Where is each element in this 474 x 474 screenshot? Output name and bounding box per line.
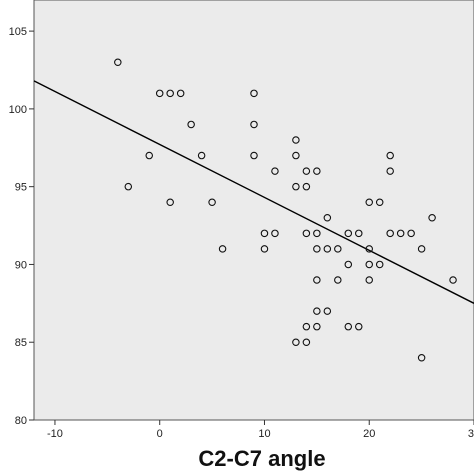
data-point	[208, 198, 216, 206]
data-point	[313, 322, 321, 331]
data-point	[302, 229, 311, 238]
data-point	[386, 229, 394, 238]
data-point	[365, 276, 373, 284]
x-axis-title: C2-C7 angle	[198, 446, 325, 471]
data-point	[313, 167, 321, 175]
y-axis: 80 85 90 95 100 105	[9, 26, 34, 427]
data-point	[176, 89, 185, 98]
data-point	[344, 322, 353, 331]
data-point	[145, 151, 153, 160]
data-point	[407, 229, 415, 238]
data-point	[428, 214, 436, 222]
data-point	[114, 58, 122, 66]
data-point	[250, 120, 258, 129]
data-point	[250, 89, 258, 98]
data-point	[334, 245, 342, 253]
y-tick-label: 100	[9, 104, 27, 116]
data-point	[355, 229, 363, 238]
data-point	[375, 198, 384, 206]
data-point	[166, 198, 174, 206]
data-point	[344, 260, 353, 269]
data-point	[271, 167, 279, 175]
data-point	[386, 167, 394, 175]
data-point	[323, 307, 332, 315]
data-point	[365, 198, 373, 206]
y-tick-label: 85	[15, 337, 27, 349]
y-tick-label: 90	[15, 259, 27, 271]
data-point	[375, 260, 384, 269]
x-tick-label: 10	[258, 428, 270, 440]
data-point	[250, 151, 258, 160]
data-point	[271, 229, 279, 238]
data-point	[313, 276, 321, 284]
x-tick-label: 20	[363, 428, 375, 440]
data-point	[417, 245, 426, 253]
data-point	[197, 151, 206, 160]
data-point	[323, 214, 332, 222]
data-point	[155, 89, 164, 98]
data-point	[313, 307, 321, 315]
data-point	[334, 276, 342, 284]
data-point	[313, 245, 321, 253]
data-point	[187, 120, 195, 129]
data-point	[292, 151, 300, 160]
data-point	[344, 229, 353, 238]
data-point	[449, 276, 457, 284]
data-point	[302, 322, 311, 331]
data-point	[396, 229, 405, 238]
data-point	[323, 245, 332, 253]
data-point	[365, 260, 373, 269]
data-point	[313, 229, 321, 238]
data-points	[114, 58, 457, 362]
data-point	[260, 245, 269, 253]
data-point	[365, 245, 373, 253]
plot-area	[33, 0, 474, 421]
data-point	[355, 322, 363, 331]
regression-line	[33, 80, 474, 304]
data-point	[292, 338, 300, 346]
y-tick-label: 95	[15, 182, 27, 194]
data-point	[166, 89, 174, 98]
data-point	[302, 167, 311, 175]
data-point	[218, 245, 227, 253]
x-axis: -10 0 10 20 30	[47, 420, 474, 440]
data-point	[417, 354, 426, 362]
data-point	[386, 151, 394, 160]
data-point	[260, 229, 269, 238]
y-tick-label: 80	[15, 415, 27, 427]
data-point	[124, 182, 133, 191]
x-tick-label: -10	[47, 428, 63, 440]
data-point	[302, 182, 311, 191]
x-tick-label: 0	[157, 428, 163, 440]
data-point	[292, 136, 300, 144]
data-point	[302, 338, 311, 346]
x-tick-label: 30	[468, 428, 474, 440]
y-tick-label: 105	[9, 26, 27, 38]
data-point	[292, 182, 300, 191]
